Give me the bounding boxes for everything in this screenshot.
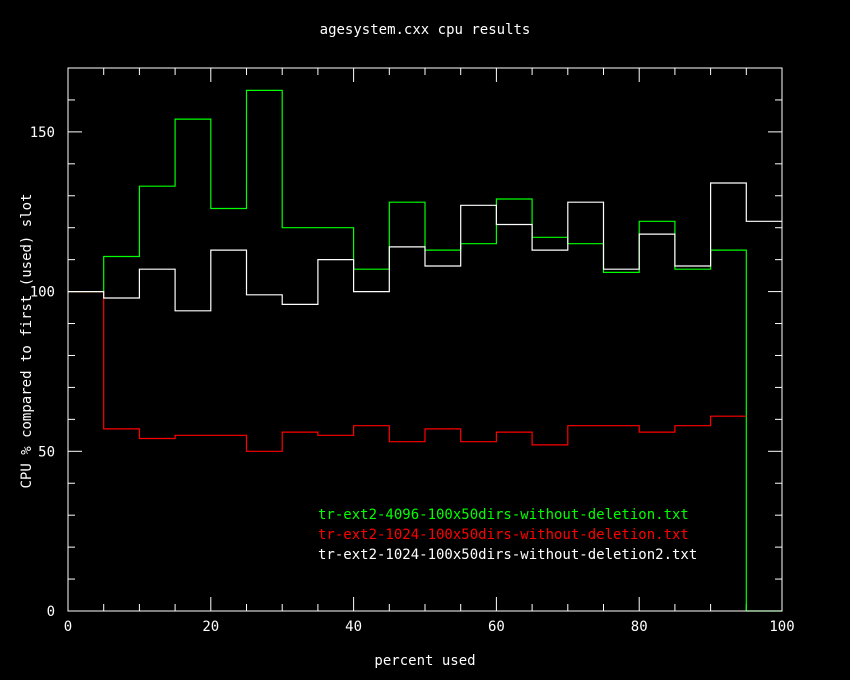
y-axis-label: CPU % compared to first (used) slot — [19, 193, 35, 488]
series-line — [68, 182, 782, 312]
x-tick-label: 40 — [345, 619, 362, 635]
series-group — [68, 89, 782, 612]
x-tick-label: 0 — [64, 619, 72, 635]
chart-title: agesystem.cxx cpu results — [320, 22, 531, 38]
plot-frame — [67, 67, 783, 612]
y-tick-label: 50 — [38, 444, 55, 460]
series-line — [68, 291, 747, 452]
series-2 — [68, 291, 747, 452]
x-tick-label: 100 — [769, 619, 794, 635]
y-tick-label: 150 — [30, 125, 55, 141]
x-tick-label: 80 — [631, 619, 648, 635]
axes: 0 20 40 60 80 100 0 50 100 150 — [30, 67, 795, 635]
x-tick-label: 60 — [488, 619, 505, 635]
legend: tr-ext2-4096-100x50dirs-without-deletion… — [318, 507, 697, 563]
series-3 — [68, 182, 782, 312]
legend-entry: tr-ext2-1024-100x50dirs-without-deletion… — [318, 547, 697, 563]
y-tick-label: 100 — [30, 285, 55, 301]
legend-entry: tr-ext2-4096-100x50dirs-without-deletion… — [318, 507, 689, 523]
x-axis-label: percent used — [374, 653, 475, 669]
x-tick-label: 20 — [202, 619, 219, 635]
legend-entry: tr-ext2-1024-100x50dirs-without-deletion… — [318, 527, 689, 543]
y-tick-label: 0 — [47, 604, 55, 620]
